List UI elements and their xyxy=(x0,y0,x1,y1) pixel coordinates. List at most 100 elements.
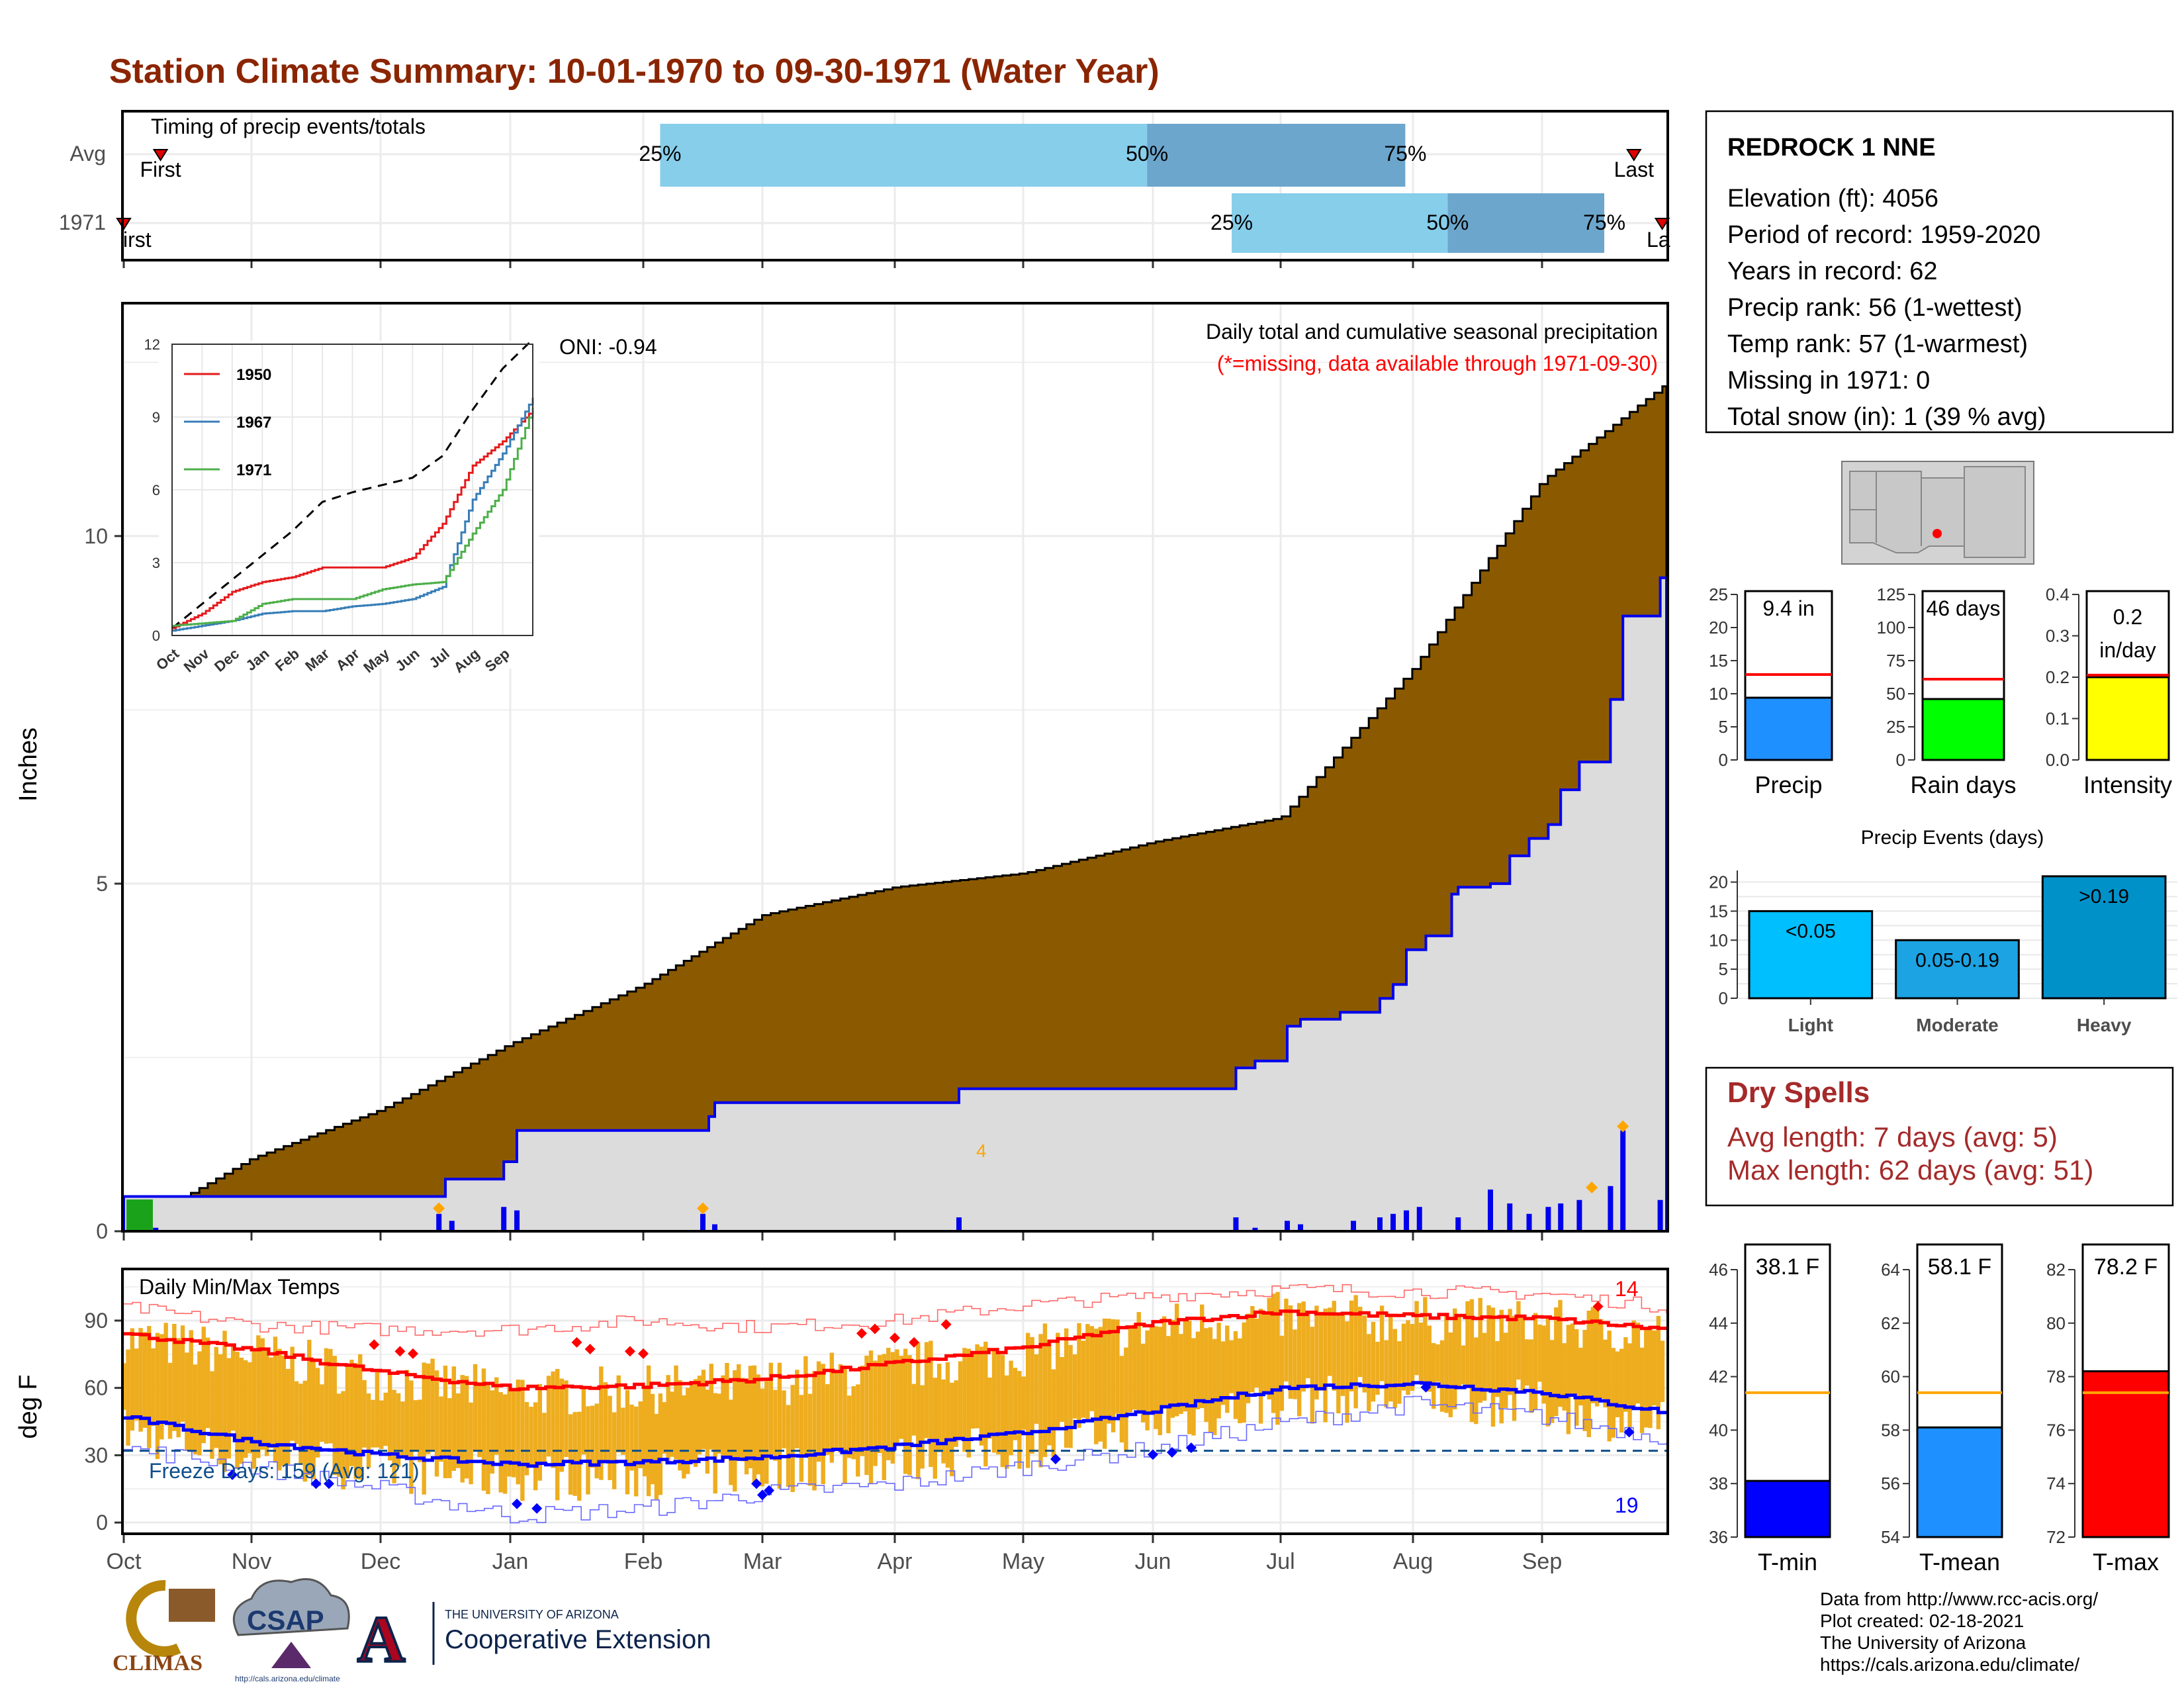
daily-temp-range-bar xyxy=(1314,1305,1319,1400)
mini-temp-x-label: T-mean xyxy=(1919,1548,2000,1575)
daily-temp-range-bar xyxy=(1183,1321,1188,1412)
daily-temp-range-bar xyxy=(1631,1320,1636,1409)
daily-temp-range-bar xyxy=(1582,1329,1587,1431)
daily-temp-range-bar xyxy=(1431,1342,1436,1409)
daily-temp-range-bar xyxy=(1124,1347,1128,1452)
daily-temp-range-bar xyxy=(244,1360,248,1458)
timing-title: Timing of precip events/totals xyxy=(151,115,426,138)
daily-temp-range-bar xyxy=(1021,1376,1026,1430)
daily-temp-range-bar xyxy=(773,1389,778,1461)
daily-temp-range-bar xyxy=(670,1391,674,1457)
daily-temp-range-bar xyxy=(1336,1315,1341,1414)
daily-temp-range-bar xyxy=(1578,1347,1583,1406)
daily-temp-range-bar xyxy=(298,1383,303,1466)
station-info-lines: Elevation (ft): 4056 Period of record: 19… xyxy=(1727,185,2046,431)
daily-temp-range-bar xyxy=(1293,1329,1297,1399)
daily-temp-range-bar xyxy=(790,1385,795,1492)
daily-temp-range-bar xyxy=(577,1411,582,1501)
mini-temp-y-tick-label: 36 xyxy=(1709,1527,1728,1547)
daily-temp-range-bar xyxy=(1098,1327,1103,1442)
daily-temp-range-bar xyxy=(1367,1334,1371,1411)
daily-temp-range-bar xyxy=(705,1389,710,1474)
daily-temp-range-bar xyxy=(954,1380,958,1447)
daily-temp-range-bar xyxy=(1013,1368,1018,1440)
daily-temp-range-bar xyxy=(899,1356,903,1439)
daily-temp-range-bar xyxy=(193,1364,198,1454)
daily-temp-range-bar xyxy=(1410,1324,1415,1391)
daily-temp-range-bar xyxy=(1623,1337,1628,1412)
precip-events-chart: Precip Events (days) 0 5 10 15 20 <0.05 Light 0.… xyxy=(1709,827,2177,1035)
daily-temp-range-bar xyxy=(1081,1340,1086,1418)
daily-temp-range-bar xyxy=(185,1352,189,1451)
timing-frame xyxy=(121,110,1669,261)
temp-y-tick-label: 60 xyxy=(84,1376,108,1400)
daily-temp-range-bar xyxy=(1064,1328,1069,1448)
daily-temp-range-bar xyxy=(1362,1315,1367,1393)
daily-temp-range-bar xyxy=(1607,1331,1612,1442)
daily-temp-range-bar xyxy=(721,1375,725,1461)
page-title: Station Climate Summary: 10-01-1970 to 0… xyxy=(109,52,1160,91)
daily-temp-range-bar xyxy=(970,1352,976,1429)
daily-temp-range-bar xyxy=(777,1362,782,1489)
daily-temp-range-bar xyxy=(856,1384,860,1477)
daily-temp-range-bar xyxy=(1594,1308,1600,1407)
daily-temp-range-bar xyxy=(834,1370,839,1451)
footer-line-1: Data from http://www.rcc-acis.org/ xyxy=(1820,1589,2098,1609)
daily-temp-range-bar xyxy=(581,1385,586,1455)
daily-temp-range-bar xyxy=(1562,1343,1567,1411)
daily-temp-range-bar xyxy=(799,1395,804,1482)
daily-temp-range-bar xyxy=(1508,1309,1512,1395)
month-label: Nov xyxy=(232,1549,271,1574)
daily-temp-range-bar xyxy=(1619,1348,1624,1433)
daily-temp-range-bar xyxy=(277,1348,282,1471)
daily-precip-bar xyxy=(1455,1217,1461,1231)
daily-temp-range-bar xyxy=(803,1356,808,1458)
daily-temp-range-bar xyxy=(332,1356,337,1476)
daily-temp-range-bar xyxy=(1072,1354,1077,1419)
month-label: Dec xyxy=(361,1549,400,1574)
daily-temp-range-bar xyxy=(349,1360,354,1466)
daily-temp-range-bar xyxy=(413,1400,418,1451)
daily-temp-range-bar xyxy=(846,1395,852,1458)
mini-precip-y-tick-label: 75 xyxy=(1886,651,1905,671)
daily-precip-bar xyxy=(449,1221,455,1231)
daily-temp-range-bar xyxy=(460,1375,465,1483)
mini-temp-value-label: 38.1 F xyxy=(1756,1254,1819,1280)
daily-temp-range-bar xyxy=(1353,1295,1358,1409)
record-temp-markers xyxy=(227,1301,1635,1514)
temp-y-ticks: 0 30 60 90 xyxy=(84,1309,1543,1543)
daily-temp-range-bar xyxy=(358,1354,363,1480)
daily-temp-range-bar xyxy=(812,1371,817,1491)
daily-temp-range-bar xyxy=(315,1368,320,1458)
daily-temp-range-bar xyxy=(1170,1320,1175,1418)
daily-temp-range-bar xyxy=(916,1342,921,1479)
daily-temp-range-bar xyxy=(447,1398,452,1478)
daily-temp-range-bar xyxy=(1486,1305,1491,1392)
daily-temp-range-bar xyxy=(1034,1354,1039,1424)
timing-avg-first-label: First xyxy=(140,158,181,181)
mini-precip-y-tick-label: 0.2 xyxy=(2046,667,2070,687)
daily-temp-range-bar xyxy=(1615,1351,1620,1418)
daily-temp-range-bar xyxy=(1520,1317,1525,1394)
daily-temp-range-bar xyxy=(629,1404,634,1471)
daily-temp-range-bar xyxy=(210,1371,214,1459)
footer-line-3: The University of Arizona xyxy=(1820,1632,2026,1653)
inset-1950-line xyxy=(172,410,534,630)
mini-precip-y-tick-label: 0.1 xyxy=(2046,709,2070,729)
daily-temp-range-bar xyxy=(197,1351,202,1456)
daily-temp-range-bar xyxy=(1246,1313,1251,1403)
daily-temp-range-bar xyxy=(1025,1333,1030,1468)
timing-year-q75-label: 75% xyxy=(1583,211,1625,234)
precip-header: Daily total and cumulative seasonal prec… xyxy=(1206,320,1658,344)
record-high-count: 14 xyxy=(1615,1277,1639,1301)
daily-temp-range-bar xyxy=(1187,1321,1192,1434)
record-min-line xyxy=(123,1395,1667,1524)
daily-temp-range-bar xyxy=(1042,1323,1048,1458)
mini-precip-bar xyxy=(1921,698,2005,761)
daily-temp-range-bar xyxy=(307,1339,312,1476)
daily-precip-bar xyxy=(1507,1203,1513,1231)
temp-y-axis-label: deg F xyxy=(15,1374,42,1438)
daily-temp-range-bar xyxy=(1166,1336,1171,1434)
month-label: Jul xyxy=(1266,1549,1295,1574)
daily-temp-range-bar xyxy=(1439,1340,1445,1412)
